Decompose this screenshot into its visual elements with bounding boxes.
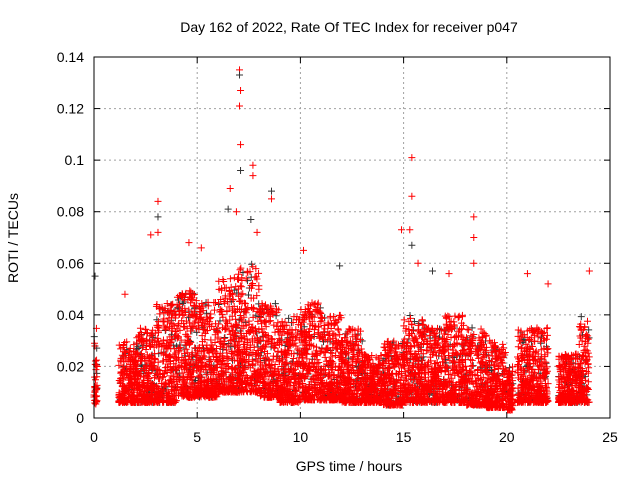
data-point: [137, 325, 144, 332]
data-point: [235, 276, 242, 283]
y-tick-label: 0.02: [57, 358, 84, 374]
data-point: [237, 282, 244, 289]
data-point: [160, 337, 167, 344]
y-tick-label: 0.14: [57, 49, 84, 65]
data-point: [231, 274, 238, 281]
data-point: [169, 301, 176, 308]
data-point: [330, 313, 337, 320]
y-tick-label: 0: [76, 410, 84, 426]
data-point: [578, 313, 585, 320]
data-point: [210, 299, 217, 306]
data-point: [459, 313, 466, 320]
x-axis-label: GPS time / hours: [296, 458, 403, 474]
data-point: [215, 321, 222, 328]
x-tick-label: 15: [396, 429, 412, 445]
data-point: [223, 318, 230, 325]
y-tick-label: 0.08: [57, 204, 84, 220]
data-point: [243, 275, 250, 282]
x-tick-label: 0: [90, 429, 98, 445]
y-axis-label: ROTI / TECUs: [5, 193, 21, 283]
x-tick-label: 10: [293, 429, 309, 445]
data-point: [270, 353, 277, 360]
chart-title: Day 162 of 2022, Rate Of TEC Index for r…: [180, 19, 518, 35]
data-point: [464, 326, 471, 333]
data-point: [207, 310, 214, 317]
data-point: [266, 318, 273, 325]
data-point: [401, 316, 408, 323]
data-point: [451, 313, 458, 320]
data-point: [255, 282, 262, 289]
y-tick-label: 0.12: [57, 101, 84, 117]
y-tick-label: 0.1: [65, 152, 85, 168]
data-point: [227, 275, 234, 282]
data-points: [91, 66, 593, 413]
x-tick-label: 5: [193, 429, 201, 445]
data-point: [458, 341, 465, 348]
x-tick-label: 20: [499, 429, 515, 445]
y-tick-label: 0.04: [57, 307, 84, 323]
data-point: [175, 322, 182, 329]
x-tick-label: 25: [602, 429, 618, 445]
data-point: [211, 307, 218, 314]
y-tick-label: 0.06: [57, 255, 84, 271]
data-point: [177, 327, 184, 334]
data-point: [499, 341, 506, 348]
data-point: [359, 337, 366, 344]
